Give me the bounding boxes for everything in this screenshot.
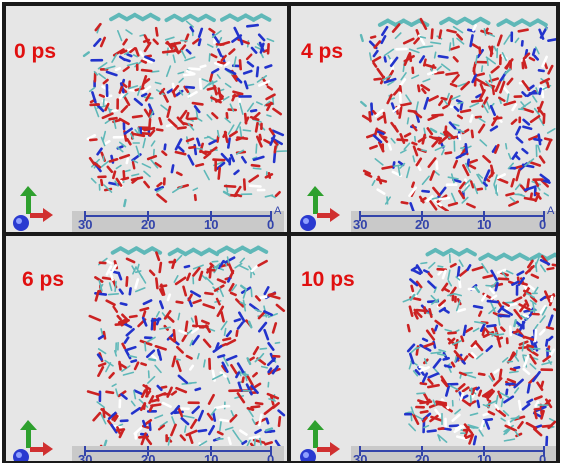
scale-bar-line (359, 211, 545, 221)
molecular-snapshot (359, 16, 556, 213)
panel-6ps: 6 ps 30 20 10 0 (6, 236, 287, 461)
panel-10ps: 10 ps 30 20 10 0 (291, 236, 556, 461)
scale-bar-line (359, 446, 545, 456)
scale-tick-label: 20 (141, 452, 156, 461)
xyz-axes-icon (300, 420, 340, 461)
scale-tick-label: 10 (204, 217, 219, 232)
scale-bar-line (84, 211, 272, 221)
scale-unit: A (274, 205, 282, 217)
time-label: 0 ps (14, 40, 57, 63)
scale-tick-label: 20 (415, 452, 430, 461)
scale-bar: 30 20 10 0 A (72, 205, 284, 232)
molecular-snapshot (82, 12, 287, 208)
xyz-axes-icon (13, 420, 53, 461)
scale-tick-label: 20 (141, 217, 156, 232)
scale-tick-label: 30 (78, 452, 93, 461)
scale-tick-label: 0 (267, 217, 275, 232)
scale-bar: 30 20 10 0 A (351, 205, 556, 232)
scale-unit: A (547, 205, 555, 217)
scale-tick-label: 0 (267, 452, 275, 461)
molecular-snapshot (402, 248, 556, 447)
time-label: 6 ps (22, 268, 65, 291)
panel-0ps: 0 ps 30 20 10 0 A (6, 6, 287, 232)
scale-tick-label: 30 (353, 452, 368, 461)
scale-tick-label: 30 (78, 217, 93, 232)
panel-4ps: 4 ps 30 20 10 0 A (291, 6, 556, 232)
scale-bar: 30 20 10 0 (351, 446, 556, 461)
scale-tick-label: 10 (477, 217, 492, 232)
scale-bar-line (84, 446, 272, 456)
xyz-axes-icon (13, 186, 53, 231)
scale-bar: 30 20 10 0 (72, 446, 284, 461)
scale-tick-label: 10 (204, 452, 219, 461)
scale-tick-label: 0 (539, 452, 547, 461)
xyz-axes-icon (300, 186, 340, 231)
scale-tick-label: 30 (353, 217, 368, 232)
scale-tick-label: 20 (415, 217, 430, 232)
scale-tick-label: 10 (477, 452, 492, 461)
scale-tick-label: 0 (539, 217, 547, 232)
time-label: 10 ps (301, 268, 355, 291)
time-label: 4 ps (301, 40, 344, 63)
